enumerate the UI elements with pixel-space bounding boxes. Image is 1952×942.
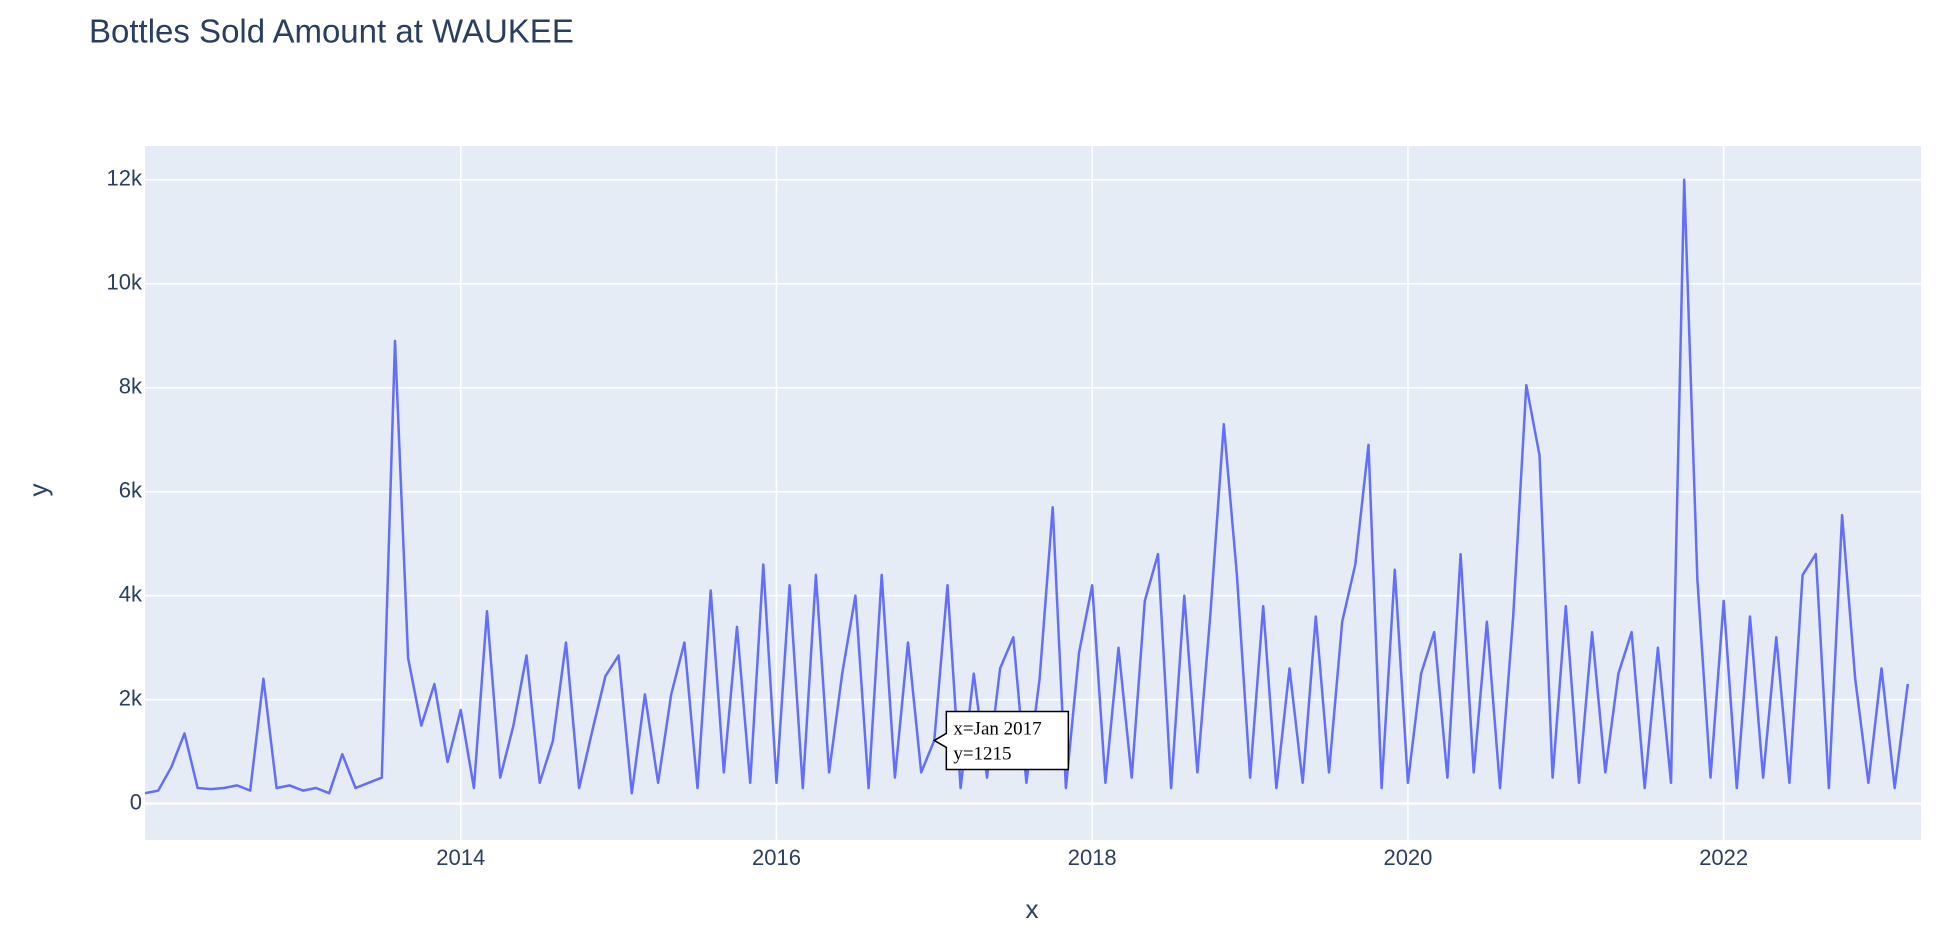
tooltip-text: x=Jan 2017: [953, 718, 1041, 739]
data-line: [144, 178, 1910, 795]
y-axis-title: y: [23, 484, 53, 497]
tooltip-box: [932, 710, 1070, 771]
x-tick-label: 2018: [1068, 845, 1117, 870]
y-tick-label: 0: [130, 789, 142, 814]
x-tick-label: 2022: [1699, 845, 1748, 870]
x-tick-label: 2020: [1383, 845, 1432, 870]
y-tick-label: 4k: [119, 581, 143, 606]
y-tick-label: 10k: [107, 270, 143, 295]
hover-tooltip: x=Jan 2017 y=1215: [932, 710, 1070, 771]
y-tick-label: 6k: [119, 478, 143, 503]
x-tick-label: 2014: [436, 845, 485, 870]
tooltip-text: y=1215: [953, 743, 1011, 764]
y-tick-label: 2k: [119, 685, 143, 710]
y-tick-label: 12k: [107, 166, 143, 191]
x-axis-title: x: [1026, 894, 1039, 924]
chart-title: Bottles Sold Amount at WAUKEE: [89, 13, 574, 50]
x-tick-label: 2016: [752, 845, 801, 870]
y-tick-label: 8k: [119, 374, 143, 399]
